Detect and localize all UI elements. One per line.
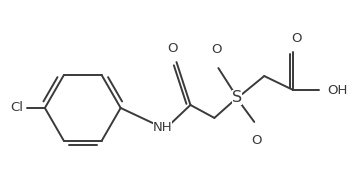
Text: Cl: Cl: [10, 101, 23, 114]
Text: O: O: [211, 43, 222, 56]
Text: O: O: [167, 42, 178, 55]
Text: S: S: [232, 91, 243, 105]
Text: O: O: [291, 32, 301, 45]
Text: OH: OH: [327, 84, 347, 96]
Text: O: O: [251, 134, 262, 147]
Text: NH: NH: [153, 121, 172, 134]
